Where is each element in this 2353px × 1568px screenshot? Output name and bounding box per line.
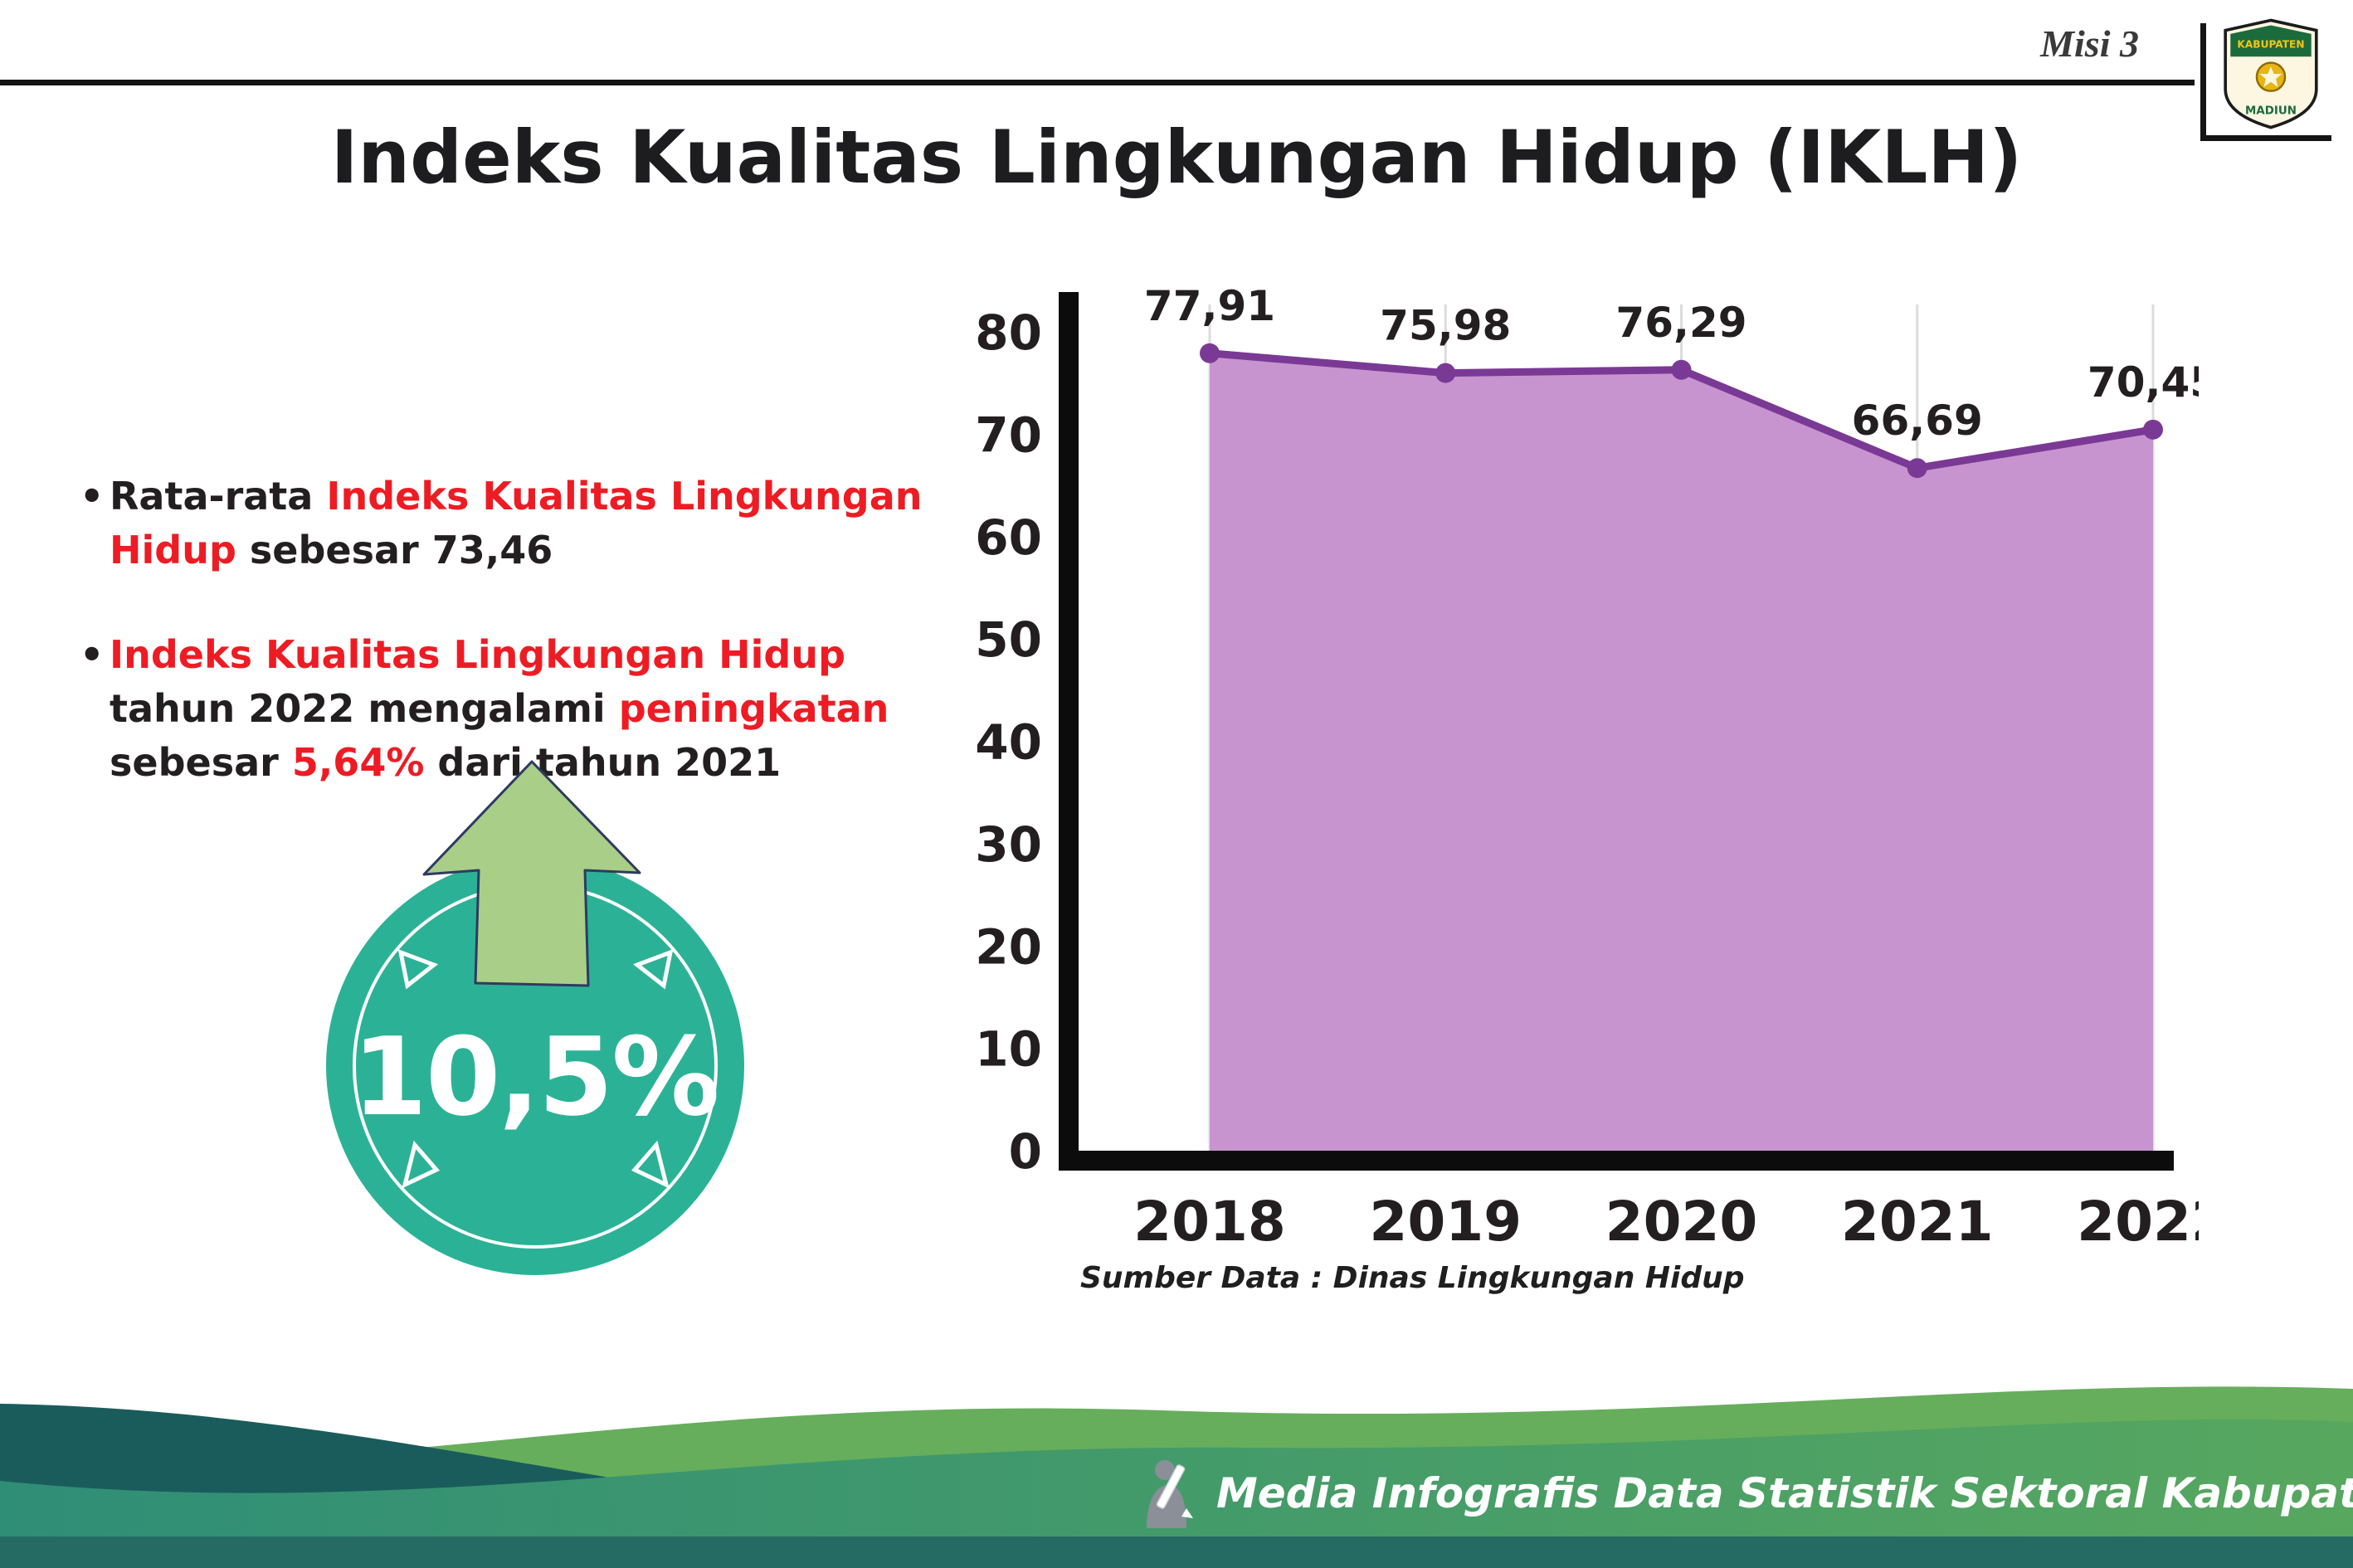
footer-caption-row: Media Infografis Data Statistik Sektoral… xyxy=(1135,1457,2353,1530)
bullet2-highlight-2: peningkatan xyxy=(618,685,889,731)
x-tick-label: 2020 xyxy=(1605,1190,1758,1254)
x-tick-label: 2021 xyxy=(1841,1190,1994,1254)
data-point xyxy=(1907,458,1927,479)
bullet1-text-1: Rata-rata xyxy=(110,474,327,519)
page-title: Indeks Kualitas Lingkungan Hidup (IKLH) xyxy=(330,114,2023,200)
x-axis xyxy=(1059,1151,2174,1171)
iklh-area-chart: 77,91 75,98 76,29 66,69 70,45 0 10 20 30 40 50 60 70… xyxy=(975,282,2199,1254)
y-tick-label: 0 xyxy=(1009,1123,1042,1180)
bullet2-highlight-1: Indeks Kualitas Lingkungan Hidup xyxy=(110,631,846,677)
badge-triangle-ne xyxy=(632,949,674,990)
y-tick-label: 60 xyxy=(975,509,1042,566)
x-tick-label: 2022 xyxy=(2077,1190,2199,1254)
logo-corner-horizontal xyxy=(2200,135,2331,141)
badge-triangle-nw xyxy=(397,949,439,990)
value-label: 70,45 xyxy=(2087,358,2199,407)
x-tick-label: 2019 xyxy=(1369,1190,1522,1254)
y-axis xyxy=(1059,292,1079,1171)
bullet1-text-2: sebesar 73,46 xyxy=(236,528,553,573)
bullet2-text-3: dari tahun 2021 xyxy=(424,740,782,786)
y-tick-label: 70 xyxy=(975,407,1042,463)
increase-arrow-icon xyxy=(422,760,641,987)
value-label: 66,69 xyxy=(1852,397,1983,445)
increase-percent-value: 10,5% xyxy=(352,1014,719,1140)
logo-corner-vertical xyxy=(2200,23,2206,141)
value-label: 75,98 xyxy=(1380,302,1511,350)
footer-caption: Media Infografis Data Statistik Sektoral… xyxy=(1216,1469,2353,1517)
bullet2-text-1: tahun 2022 mengalami xyxy=(110,685,619,731)
data-point xyxy=(2143,419,2163,440)
value-label: 76,29 xyxy=(1615,299,1746,347)
y-tick-label: 50 xyxy=(975,611,1042,668)
y-tick-label: 20 xyxy=(975,918,1042,975)
badge-triangle-sw xyxy=(402,1140,441,1189)
logo-top-text: KABUPATEN xyxy=(2237,38,2304,50)
y-tick-label: 80 xyxy=(975,304,1042,361)
y-tick-label: 10 xyxy=(975,1021,1042,1078)
footer-bottom-strip xyxy=(0,1536,2353,1568)
chart-source: Sumber Data : Dinas Lingkungan Hidup xyxy=(1080,1261,1745,1295)
x-tick-label: 2018 xyxy=(1133,1190,1286,1254)
misi-label: Misi 3 xyxy=(2040,22,2139,65)
bullet1-highlight: Indeks Kualitas Lingkungan Hidup xyxy=(110,474,923,573)
logo-bottom-text: MADIUN xyxy=(2245,105,2297,118)
bullet-average-iklh: Rata-rata Indeks Kualitas Lingkungan Hid… xyxy=(80,470,959,578)
header-rule xyxy=(0,80,2195,85)
badge-triangle-se xyxy=(631,1140,670,1189)
bullet2-highlight-3: 5,64% xyxy=(291,740,425,786)
bullet-increase-2022: Indeks Kualitas Lingkungan Hidup tahun 2… xyxy=(80,628,959,791)
data-point xyxy=(1671,359,1692,380)
area-fill xyxy=(1210,353,2153,1151)
y-tick-label: 40 xyxy=(975,714,1042,771)
kabupaten-madiun-logo-icon: KABUPATEN MADIUN xyxy=(2224,18,2318,129)
data-point xyxy=(1200,343,1220,363)
data-point xyxy=(1435,363,1456,383)
value-label: 77,91 xyxy=(1144,282,1275,330)
y-tick-label: 30 xyxy=(975,816,1042,873)
bullet-list: Rata-rata Indeks Kualitas Lingkungan Hid… xyxy=(80,470,959,791)
bullet2-text-2: sebesar xyxy=(110,740,292,786)
writer-icon xyxy=(1147,1460,1193,1528)
